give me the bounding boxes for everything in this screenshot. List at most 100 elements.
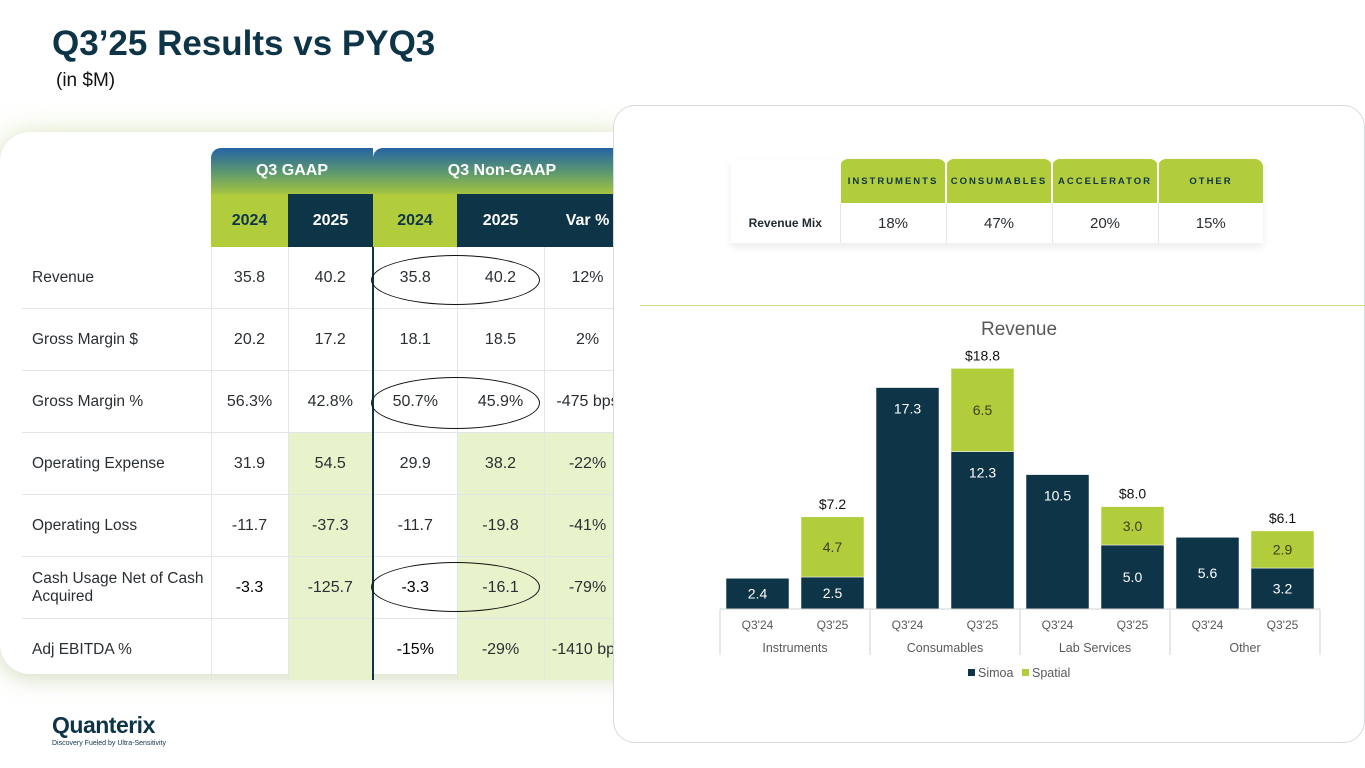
table-cell: 45.9% [457,370,545,433]
bar-spatial [950,368,1015,452]
data-label: 3.2 [1273,581,1293,597]
group-header-nongaap: Q3 Non-GAAP [373,148,631,194]
mix-header-accelerator: ACCELERATOR [1051,159,1158,203]
table-cell: 40.2 [288,247,374,309]
year-header-gaap-2024: 2024 [211,194,288,247]
group-header-gaap: Q3 GAAP [211,148,373,194]
table-row: Operating Loss -11.7 -37.3 -11.7 -19.8 -… [22,494,632,557]
table-row: Gross Margin % 56.3% 42.8% 50.7% 45.9% -… [22,370,632,433]
bar-simoa [875,387,940,610]
page-subtitle: (in $M) [56,70,116,91]
table-row: Revenue 35.8 40.2 35.8 40.2 12% [22,247,632,309]
table-row: Gross Margin $ 20.2 17.2 18.1 18.5 2% [22,308,632,371]
x-tick-label: Q3'24 [742,618,774,632]
year-header-nongaap-2025: 2025 [457,194,544,247]
table-cell: 18.1 [372,308,458,371]
logo-wordmark: Quanterix [52,712,155,738]
row-label: Revenue [22,247,212,309]
data-label: 2.4 [748,586,768,602]
bar-simoa [950,451,1015,610]
year-header-nongaap-2024: 2024 [373,194,457,247]
table-cell: -11.7 [372,494,458,557]
company-logo: Quanterix Discovery Fueled by Ultra-Sens… [52,712,166,747]
legend-swatch [1022,669,1029,676]
data-label: 6.5 [973,402,993,418]
data-label: 10.5 [1044,488,1071,504]
chart-title: Revenue [981,319,1057,340]
x-group-label: Lab Services [1059,641,1131,655]
table-cell: 50.7% [372,370,458,433]
mix-value: 15% [1157,203,1263,243]
year-header-gaap-2025: 2025 [288,194,373,247]
mix-row-label: Revenue Mix [731,203,840,243]
table-cell: -29% [457,618,545,680]
data-label: 17.3 [894,401,921,417]
row-label: Cash Usage Net of Cash Acquired [22,556,212,619]
total-label: $7.2 [819,496,846,512]
bar-spatial [1250,530,1315,569]
data-label: 5.6 [1198,565,1218,581]
x-group-label: Consumables [907,641,983,655]
table-cell: 17.2 [288,308,374,371]
bar-spatial [800,516,865,578]
row-label: Gross Margin $ [22,308,212,371]
table-cell: -125.7 [288,556,374,619]
x-tick-label: Q3'25 [817,618,849,632]
table-row: Cash Usage Net of Cash Acquired -3.3 -12… [22,556,632,619]
x-group-label: Instruments [762,641,827,655]
total-label: $8.0 [1119,486,1146,502]
bar-simoa [725,578,790,610]
table-cell: 18.5 [457,308,545,371]
divider [640,305,1365,306]
x-tick-label: Q3'25 [1117,618,1149,632]
x-tick-label: Q3'24 [1192,618,1224,632]
total-label: $6.1 [1269,510,1296,526]
table-cell: -15% [372,618,458,680]
bar-simoa [1250,567,1315,610]
bar-simoa [800,576,865,610]
table-cell: 29.9 [372,432,458,495]
x-group-label: Other [1229,641,1260,655]
bar-simoa [1175,537,1240,610]
table-cell: -19.8 [457,494,545,557]
table-cell: 38.2 [457,432,545,495]
table-cell: 35.8 [211,247,289,309]
legend-label: Simoa [978,666,1013,680]
data-label: 3.0 [1123,518,1143,534]
data-label: 4.7 [823,539,843,555]
x-tick-label: Q3'25 [967,618,999,632]
revenue-chart: Revenue 2.4 Q3'24 2.5 4.7 $7.2 Q3'25 17.3 Q3'24 1… [719,319,1321,680]
table-cell: 35.8 [372,247,458,309]
x-tick-label: Q3'24 [1042,618,1074,632]
table-cell: 42.8% [288,370,374,433]
table-cell [211,618,289,680]
x-tick-label: Q3'25 [1267,618,1299,632]
legend-swatch [968,669,975,676]
mix-header-consumables: CONSUMABLES [945,159,1052,203]
x-tick-label: Q3'24 [892,618,924,632]
table-cell: 31.9 [211,432,289,495]
table-cell: -3.3 [211,556,289,619]
total-label: $18.8 [965,347,1000,363]
table-row: Adj EBITDA % -15% -29% -1410 bps [22,618,632,680]
revenue-mix-table: INSTRUMENTS CONSUMABLES ACCELERATOR OTHE… [731,159,1263,243]
table-cell: 56.3% [211,370,289,433]
bar-spatial [1100,506,1165,546]
mix-header-other: OTHER [1157,159,1263,203]
legend-label: Spatial [1032,666,1070,680]
logo-tagline: Discovery Fueled by Ultra-Sensitivity [52,740,166,747]
row-label: Operating Expense [22,432,212,495]
data-label: 5.0 [1123,569,1143,585]
row-label: Operating Loss [22,494,212,557]
mix-value: 18% [839,203,946,243]
table-cell [288,618,374,680]
mix-value: 47% [945,203,1052,243]
table-cell: 54.5 [288,432,374,495]
table-cell: -37.3 [288,494,374,557]
bar-simoa [1025,474,1090,610]
table-cell: 20.2 [211,308,289,371]
data-label: 12.3 [969,465,996,481]
table-cell: -11.7 [211,494,289,557]
data-label: 2.5 [823,585,843,601]
table-cell: -16.1 [457,556,545,619]
